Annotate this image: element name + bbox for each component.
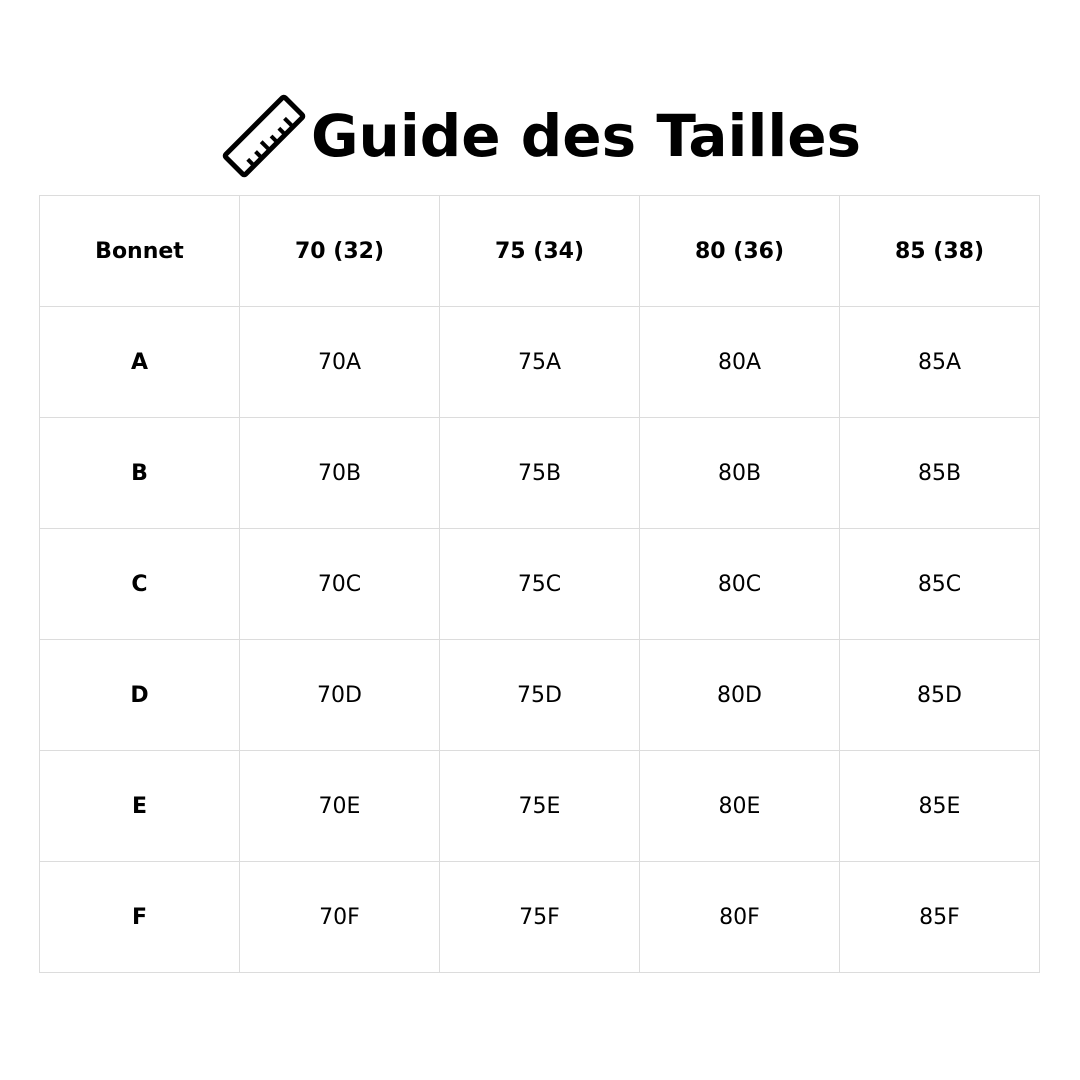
cup-label: C [39, 528, 240, 640]
size-cell: 80D [639, 639, 840, 751]
table-row: C 70C 75C 80C 85C [39, 528, 1040, 640]
cup-label: A [39, 306, 240, 418]
cup-label: B [39, 417, 240, 529]
size-cell: 75F [439, 861, 640, 973]
size-cell: 75C [439, 528, 640, 640]
table-row: E 70E 75E 80E 85E [39, 750, 1040, 862]
cup-label: E [39, 750, 240, 862]
size-table: Bonnet 70 (32) 75 (34) 80 (36) 85 (38) A… [39, 195, 1040, 973]
size-cell: 85D [839, 639, 1040, 751]
size-cell: 70D [239, 639, 440, 751]
cup-label: D [39, 639, 240, 751]
size-cell: 70E [239, 750, 440, 862]
size-cell: 80F [639, 861, 840, 973]
size-cell: 75A [439, 306, 640, 418]
table-row: A 70A 75A 80A 85A [39, 306, 1040, 418]
size-cell: 70B [239, 417, 440, 529]
size-cell: 70C [239, 528, 440, 640]
table-row: F 70F 75F 80F 85F [39, 861, 1040, 973]
header-cell: 70 (32) [239, 195, 440, 307]
header-cell: 85 (38) [839, 195, 1040, 307]
size-cell: 80B [639, 417, 840, 529]
size-cell: 80C [639, 528, 840, 640]
size-cell: 85B [839, 417, 1040, 529]
ruler-icon [222, 94, 306, 177]
header: Guide des Tailles [0, 88, 1080, 183]
size-cell: 85C [839, 528, 1040, 640]
cup-label: F [39, 861, 240, 973]
size-cell: 70A [239, 306, 440, 418]
page-title: Guide des Tailles [310, 101, 862, 170]
header-cell: 75 (34) [439, 195, 640, 307]
table-row: B 70B 75B 80B 85B [39, 417, 1040, 529]
size-cell: 70F [239, 861, 440, 973]
size-cell: 80A [639, 306, 840, 418]
size-cell: 85F [839, 861, 1040, 973]
header-cell: Bonnet [39, 195, 240, 307]
size-cell: 75B [439, 417, 640, 529]
table-header-row: Bonnet 70 (32) 75 (34) 80 (36) 85 (38) [39, 195, 1040, 307]
size-cell: 75E [439, 750, 640, 862]
size-cell: 80E [639, 750, 840, 862]
size-cell: 75D [439, 639, 640, 751]
size-cell: 85E [839, 750, 1040, 862]
header-cell: 80 (36) [639, 195, 840, 307]
size-cell: 85A [839, 306, 1040, 418]
table-row: D 70D 75D 80D 85D [39, 639, 1040, 751]
